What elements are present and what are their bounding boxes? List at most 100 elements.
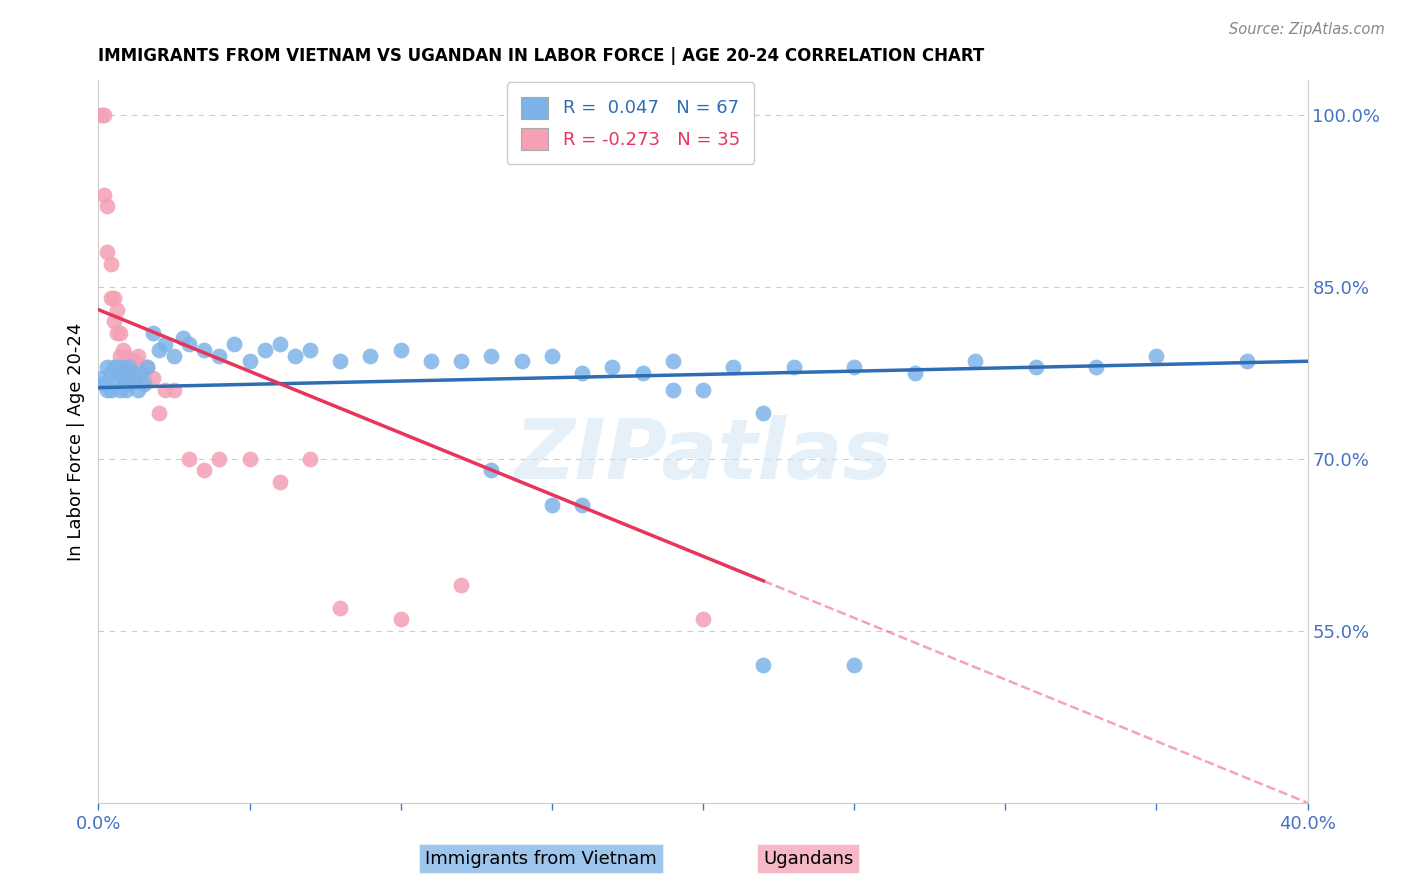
Point [208, 451, 231, 466]
Point [111, 359, 134, 374]
Point [723, 359, 745, 374]
Point [103, 377, 125, 392]
Point [121, 366, 143, 380]
Point [93, 108, 115, 122]
Point [108, 383, 131, 397]
Point [299, 343, 322, 357]
Point [124, 371, 146, 385]
Point [105, 326, 128, 340]
Point [114, 383, 136, 397]
Point [299, 451, 322, 466]
Point [692, 383, 714, 397]
Point [127, 383, 149, 397]
Point [661, 354, 683, 368]
Point [179, 337, 201, 351]
Point [269, 475, 291, 489]
Point [239, 451, 262, 466]
Point [100, 291, 122, 305]
Point [96, 245, 118, 260]
Point [904, 366, 927, 380]
Point [1236, 354, 1258, 368]
Point [96, 199, 118, 213]
Point [163, 383, 186, 397]
Point [661, 383, 683, 397]
Point [481, 463, 503, 477]
Point [193, 343, 215, 357]
Point [571, 498, 593, 512]
Point [111, 343, 134, 357]
Text: Source: ZipAtlas.com: Source: ZipAtlas.com [1229, 22, 1385, 37]
Point [631, 366, 654, 380]
Point [108, 366, 131, 380]
Point [121, 354, 143, 368]
Point [100, 366, 122, 380]
Point [118, 377, 141, 392]
Point [163, 349, 186, 363]
Point [93, 188, 115, 202]
Point [132, 377, 155, 392]
Point [103, 314, 125, 328]
Point [124, 354, 146, 368]
Text: ZIPatlas: ZIPatlas [515, 416, 891, 497]
Point [93, 377, 115, 392]
Point [100, 383, 122, 397]
Point [111, 371, 134, 385]
Point [105, 366, 128, 380]
Point [90, 371, 112, 385]
Point [269, 337, 291, 351]
Point [389, 612, 412, 626]
Point [571, 366, 593, 380]
Point [142, 371, 165, 385]
Point [142, 326, 165, 340]
Point [510, 354, 533, 368]
Point [90, 108, 112, 122]
Text: Immigrants from Vietnam: Immigrants from Vietnam [426, 850, 657, 868]
Point [602, 359, 624, 374]
Point [129, 366, 152, 380]
Point [1085, 359, 1108, 374]
Point [100, 257, 122, 271]
Point [692, 612, 714, 626]
Point [105, 302, 128, 317]
Point [127, 349, 149, 363]
Point [1144, 349, 1167, 363]
Text: IMMIGRANTS FROM VIETNAM VS UGANDAN IN LABOR FORCE | AGE 20-24 CORRELATION CHART: IMMIGRANTS FROM VIETNAM VS UGANDAN IN LA… [98, 47, 984, 65]
Point [114, 349, 136, 363]
Legend: R =  0.047   N = 67, R = -0.273   N = 35: R = 0.047 N = 67, R = -0.273 N = 35 [506, 82, 754, 164]
Point [96, 359, 118, 374]
Point [135, 359, 157, 374]
Point [108, 326, 131, 340]
Point [783, 359, 806, 374]
Point [752, 658, 775, 673]
Point [118, 359, 141, 374]
Point [360, 349, 382, 363]
Point [965, 354, 987, 368]
Point [329, 354, 352, 368]
Point [329, 600, 352, 615]
Point [172, 331, 194, 345]
Point [153, 337, 176, 351]
Point [481, 349, 503, 363]
Point [105, 359, 128, 374]
Point [148, 406, 170, 420]
Point [208, 349, 231, 363]
Point [239, 354, 262, 368]
Point [1024, 359, 1046, 374]
Point [284, 349, 307, 363]
Point [153, 383, 176, 397]
Point [420, 354, 443, 368]
Point [450, 354, 472, 368]
Point [193, 463, 215, 477]
Point [108, 349, 131, 363]
Point [103, 291, 125, 305]
Point [752, 406, 775, 420]
Point [540, 498, 562, 512]
Point [224, 337, 246, 351]
Point [148, 343, 170, 357]
Y-axis label: In Labor Force | Age 20-24: In Labor Force | Age 20-24 [66, 322, 84, 561]
Point [253, 343, 276, 357]
Point [118, 359, 141, 374]
Point [844, 658, 866, 673]
Point [389, 343, 412, 357]
Point [179, 451, 201, 466]
